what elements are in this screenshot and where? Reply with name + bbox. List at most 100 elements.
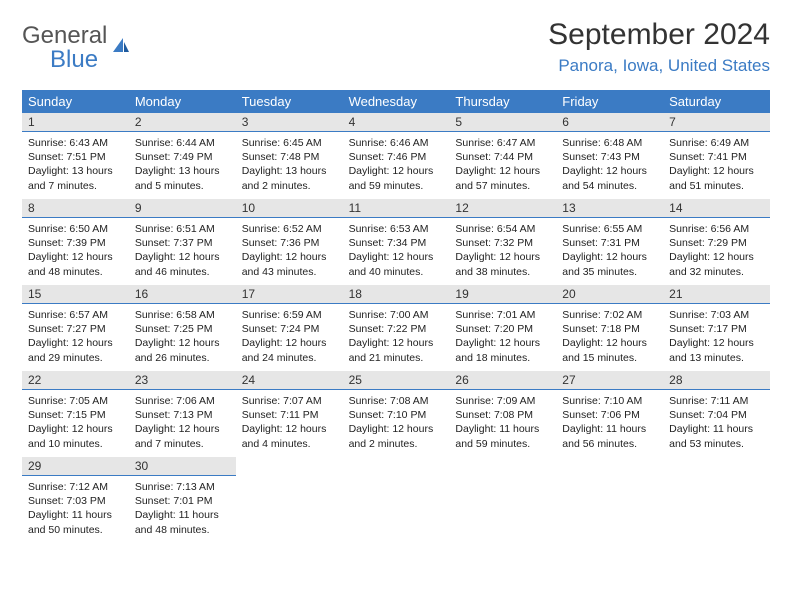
day-data: Sunrise: 7:02 AMSunset: 7:18 PMDaylight:… bbox=[556, 304, 663, 371]
sunset-line: Sunset: 7:32 PM bbox=[455, 236, 550, 250]
sunset-line: Sunset: 7:36 PM bbox=[242, 236, 337, 250]
calendar-cell: 1Sunrise: 6:43 AMSunset: 7:51 PMDaylight… bbox=[22, 113, 129, 199]
sunset-line: Sunset: 7:06 PM bbox=[562, 408, 657, 422]
day-number: 23 bbox=[129, 371, 236, 390]
sunset-line: Sunset: 7:37 PM bbox=[135, 236, 230, 250]
sunrise-line: Sunrise: 6:51 AM bbox=[135, 222, 230, 236]
calendar-cell: 27Sunrise: 7:10 AMSunset: 7:06 PMDayligh… bbox=[556, 371, 663, 457]
sunrise-line: Sunrise: 6:53 AM bbox=[349, 222, 444, 236]
sunrise-line: Sunrise: 7:00 AM bbox=[349, 308, 444, 322]
sunrise-line: Sunrise: 6:52 AM bbox=[242, 222, 337, 236]
header: General Blue September 2024 Panora, Iowa… bbox=[22, 18, 770, 76]
day-number: 11 bbox=[343, 199, 450, 218]
day-number: 5 bbox=[449, 113, 556, 132]
calendar-cell: 10Sunrise: 6:52 AMSunset: 7:36 PMDayligh… bbox=[236, 199, 343, 285]
sunrise-line: Sunrise: 7:01 AM bbox=[455, 308, 550, 322]
daylight-line: Daylight: 12 hours and 35 minutes. bbox=[562, 250, 657, 278]
sunset-line: Sunset: 7:15 PM bbox=[28, 408, 123, 422]
calendar-cell: 6Sunrise: 6:48 AMSunset: 7:43 PMDaylight… bbox=[556, 113, 663, 199]
sunset-line: Sunset: 7:01 PM bbox=[135, 494, 230, 508]
sunset-line: Sunset: 7:13 PM bbox=[135, 408, 230, 422]
sunset-line: Sunset: 7:08 PM bbox=[455, 408, 550, 422]
day-number: 1 bbox=[22, 113, 129, 132]
day-data: Sunrise: 6:49 AMSunset: 7:41 PMDaylight:… bbox=[663, 132, 770, 199]
day-data: Sunrise: 6:43 AMSunset: 7:51 PMDaylight:… bbox=[22, 132, 129, 199]
day-number: 2 bbox=[129, 113, 236, 132]
daylight-line: Daylight: 11 hours and 56 minutes. bbox=[562, 422, 657, 450]
sunset-line: Sunset: 7:10 PM bbox=[349, 408, 444, 422]
week-row: 15Sunrise: 6:57 AMSunset: 7:27 PMDayligh… bbox=[22, 285, 770, 371]
day-number: 14 bbox=[663, 199, 770, 218]
day-data: Sunrise: 7:05 AMSunset: 7:15 PMDaylight:… bbox=[22, 390, 129, 457]
calendar-cell bbox=[343, 457, 450, 543]
sunset-line: Sunset: 7:03 PM bbox=[28, 494, 123, 508]
logo: General Blue bbox=[22, 24, 131, 72]
daylight-line: Daylight: 11 hours and 59 minutes. bbox=[455, 422, 550, 450]
day-data: Sunrise: 6:53 AMSunset: 7:34 PMDaylight:… bbox=[343, 218, 450, 285]
daylight-line: Daylight: 12 hours and 24 minutes. bbox=[242, 336, 337, 364]
day-data: Sunrise: 6:45 AMSunset: 7:48 PMDaylight:… bbox=[236, 132, 343, 199]
sunrise-line: Sunrise: 7:08 AM bbox=[349, 394, 444, 408]
daylight-line: Daylight: 12 hours and 18 minutes. bbox=[455, 336, 550, 364]
day-data: Sunrise: 6:51 AMSunset: 7:37 PMDaylight:… bbox=[129, 218, 236, 285]
daylight-line: Daylight: 11 hours and 48 minutes. bbox=[135, 508, 230, 536]
dow-tuesday: Tuesday bbox=[236, 90, 343, 113]
sunset-line: Sunset: 7:43 PM bbox=[562, 150, 657, 164]
day-number: 29 bbox=[22, 457, 129, 476]
calendar-cell: 24Sunrise: 7:07 AMSunset: 7:11 PMDayligh… bbox=[236, 371, 343, 457]
day-number: 17 bbox=[236, 285, 343, 304]
sunrise-line: Sunrise: 6:50 AM bbox=[28, 222, 123, 236]
day-data: Sunrise: 7:12 AMSunset: 7:03 PMDaylight:… bbox=[22, 476, 129, 543]
daylight-line: Daylight: 12 hours and 26 minutes. bbox=[135, 336, 230, 364]
day-data: Sunrise: 6:52 AMSunset: 7:36 PMDaylight:… bbox=[236, 218, 343, 285]
sunset-line: Sunset: 7:29 PM bbox=[669, 236, 764, 250]
sunset-line: Sunset: 7:27 PM bbox=[28, 322, 123, 336]
sunset-line: Sunset: 7:22 PM bbox=[349, 322, 444, 336]
daylight-line: Daylight: 12 hours and 43 minutes. bbox=[242, 250, 337, 278]
day-number: 18 bbox=[343, 285, 450, 304]
day-data: Sunrise: 6:55 AMSunset: 7:31 PMDaylight:… bbox=[556, 218, 663, 285]
day-data: Sunrise: 7:11 AMSunset: 7:04 PMDaylight:… bbox=[663, 390, 770, 457]
logo-text: General Blue bbox=[22, 24, 107, 72]
calendar-cell: 2Sunrise: 6:44 AMSunset: 7:49 PMDaylight… bbox=[129, 113, 236, 199]
calendar-cell bbox=[449, 457, 556, 543]
day-number: 16 bbox=[129, 285, 236, 304]
day-data: Sunrise: 6:58 AMSunset: 7:25 PMDaylight:… bbox=[129, 304, 236, 371]
day-number: 20 bbox=[556, 285, 663, 304]
day-number: 28 bbox=[663, 371, 770, 390]
week-row: 22Sunrise: 7:05 AMSunset: 7:15 PMDayligh… bbox=[22, 371, 770, 457]
sunrise-line: Sunrise: 6:57 AM bbox=[28, 308, 123, 322]
day-data: Sunrise: 7:09 AMSunset: 7:08 PMDaylight:… bbox=[449, 390, 556, 457]
calendar-cell: 15Sunrise: 6:57 AMSunset: 7:27 PMDayligh… bbox=[22, 285, 129, 371]
day-data: Sunrise: 6:46 AMSunset: 7:46 PMDaylight:… bbox=[343, 132, 450, 199]
daylight-line: Daylight: 12 hours and 40 minutes. bbox=[349, 250, 444, 278]
dow-sunday: Sunday bbox=[22, 90, 129, 113]
sunset-line: Sunset: 7:49 PM bbox=[135, 150, 230, 164]
day-number: 9 bbox=[129, 199, 236, 218]
daylight-line: Daylight: 12 hours and 21 minutes. bbox=[349, 336, 444, 364]
calendar-cell: 9Sunrise: 6:51 AMSunset: 7:37 PMDaylight… bbox=[129, 199, 236, 285]
daylight-line: Daylight: 13 hours and 5 minutes. bbox=[135, 164, 230, 192]
sunset-line: Sunset: 7:39 PM bbox=[28, 236, 123, 250]
day-number: 7 bbox=[663, 113, 770, 132]
title-block: September 2024 Panora, Iowa, United Stat… bbox=[548, 18, 770, 76]
daylight-line: Daylight: 12 hours and 48 minutes. bbox=[28, 250, 123, 278]
sunrise-line: Sunrise: 7:03 AM bbox=[669, 308, 764, 322]
day-data: Sunrise: 6:47 AMSunset: 7:44 PMDaylight:… bbox=[449, 132, 556, 199]
daylight-line: Daylight: 11 hours and 50 minutes. bbox=[28, 508, 123, 536]
calendar-cell bbox=[236, 457, 343, 543]
calendar-cell: 23Sunrise: 7:06 AMSunset: 7:13 PMDayligh… bbox=[129, 371, 236, 457]
calendar-cell bbox=[663, 457, 770, 543]
day-data: Sunrise: 7:10 AMSunset: 7:06 PMDaylight:… bbox=[556, 390, 663, 457]
calendar-cell: 7Sunrise: 6:49 AMSunset: 7:41 PMDaylight… bbox=[663, 113, 770, 199]
calendar-cell: 5Sunrise: 6:47 AMSunset: 7:44 PMDaylight… bbox=[449, 113, 556, 199]
daylight-line: Daylight: 12 hours and 29 minutes. bbox=[28, 336, 123, 364]
calendar: SundayMondayTuesdayWednesdayThursdayFrid… bbox=[22, 90, 770, 543]
daylight-line: Daylight: 12 hours and 2 minutes. bbox=[349, 422, 444, 450]
week-row: 29Sunrise: 7:12 AMSunset: 7:03 PMDayligh… bbox=[22, 457, 770, 543]
daylight-line: Daylight: 13 hours and 2 minutes. bbox=[242, 164, 337, 192]
calendar-cell: 12Sunrise: 6:54 AMSunset: 7:32 PMDayligh… bbox=[449, 199, 556, 285]
day-data: Sunrise: 6:57 AMSunset: 7:27 PMDaylight:… bbox=[22, 304, 129, 371]
dow-saturday: Saturday bbox=[663, 90, 770, 113]
daylight-line: Daylight: 12 hours and 54 minutes. bbox=[562, 164, 657, 192]
